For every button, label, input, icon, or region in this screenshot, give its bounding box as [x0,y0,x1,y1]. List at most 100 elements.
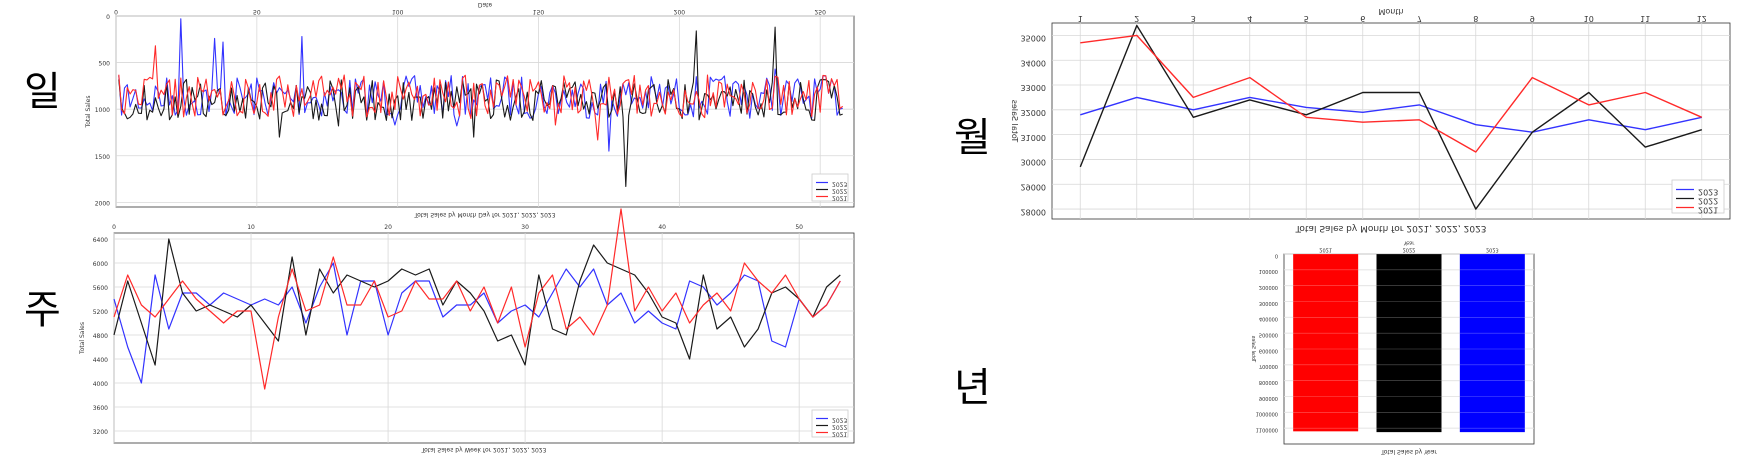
monthly-x-tick-label: 3 [1191,14,1196,23]
monthly-plot-group: 28000 29000 30000 31000 32000 33000 34000 35000… [1010,7,1731,233]
weekly-series-2022-line [113,238,841,366]
daily-y-tick-label: 1500 [95,154,110,161]
monthly-y-tick-label: 32000 [1021,108,1046,117]
weekly-row-label: 주 [24,287,61,333]
monthly-series-2023-line [1080,96,1702,133]
monthly-x-tick-label: 9 [1530,14,1535,23]
daily-legend-label-2022: 2022 [832,188,847,195]
yearly-y-tick-label: 0 [1275,252,1278,258]
yearly-plot-group: 0 100000 200000 300000 400000 500000 600000 700… [1250,239,1535,455]
weekly-legend-label-2021: 2021 [832,430,847,437]
monthly-y-tick-label: 33000 [1021,83,1046,92]
yearly-chart-title: Total Sales by Year [1380,448,1437,455]
yearly-y-tick-label: 1000000 [1256,411,1278,417]
monthly-y-tick-label: 34000 [1021,58,1046,67]
monthly-y-tick-label: 31000 [1021,133,1046,142]
yearly-bar-2021 [1293,254,1359,432]
weekly-legend-label-2023: 2023 [832,416,847,423]
monthly-y-tick-label: 35000 [1021,34,1046,43]
yearly-bar-2023 [1459,254,1525,433]
monthly-x-tick-label: 1 [1078,14,1083,23]
weekly-x-tick-label: 20 [384,224,392,231]
yearly-y-tick-label: 900000 [1259,395,1278,401]
weekly-y-tick-label: 6000 [93,261,108,268]
weekly-x-tick-label: 10 [247,224,255,231]
yearly-y-tick-label: 1100000 [1256,426,1278,432]
weekly-y-tick-label: 5200 [93,309,108,316]
yearly-y-tick-label: 400000 [1259,316,1278,322]
yearly-y-tick-label: 300000 [1259,300,1278,306]
monthly-series-2022-line [1079,24,1703,210]
daily-y-tick-label: 2000 [95,200,110,207]
weekly-y-tick-label: 4400 [93,357,108,364]
daily-x-tick-label: 50 [253,8,261,15]
monthly-y-axis-label: Total Sales [1010,100,1019,144]
weekly-plot-group: 3200 3600 4000 4400 4800 5200 5600 6000 6400 0 10 2… [79,208,855,453]
monthly-x-tick-label: 5 [1304,14,1309,23]
weekly-x-tick-label: 30 [521,224,529,231]
monthly-legend-label-2023: 2023 [1698,187,1718,196]
daily-series-2021-line [118,45,844,141]
daily-legend-label-2023: 2023 [832,181,847,188]
weekly-y-tick-label: 6400 [93,237,108,244]
monthly-x-tick-label: 8 [1473,14,1478,23]
weekly-y-tick-label: 3200 [93,429,108,436]
daily-series-2023-line [118,18,843,152]
daily-y-tick-label: 500 [99,61,111,68]
monthly-y-tick-label: 29000 [1021,182,1046,191]
monthly-x-tick-label: 6 [1360,14,1365,23]
daily-plot-group: 0 500 1000 1500 2000 0 50 100 150 200 250 Date Total… [85,1,855,218]
monthly-x-tick-label: 12 [1697,14,1707,23]
monthly-y-tick-label: 28000 [1021,207,1046,216]
daily-y-tick-label: 1000 [95,107,110,114]
daily-x-tick-label: 100 [392,8,404,15]
yearly-row-label: 년 [954,365,991,411]
daily-x-tick-label: 0 [114,8,118,15]
yearly-y-tick-label: 500000 [1259,331,1278,337]
weekly-legend-label-2022: 2022 [832,423,847,430]
yearly-x-tick-label: 2023 [1486,246,1499,252]
weekly-y-axis-label: Total Sales [79,322,86,355]
yearly-y-tick-label: 200000 [1259,284,1278,290]
monthly-x-tick-label: 7 [1417,14,1422,23]
weekly-x-tick-label: 50 [795,224,803,231]
yearly-bar-2022 [1376,254,1442,433]
weekly-plot-frame [113,232,855,444]
weekly-y-tick-label: 5600 [93,285,108,292]
yearly-x-tick-label: 2022 [1403,246,1416,252]
daily-chart-title: Total Sales by Month Day for 2021, 2022,… [413,211,555,218]
yearly-y-tick-label: 700000 [1259,363,1278,369]
weekly-x-tick-label: 40 [658,224,666,231]
monthly-x-tick-label: 11 [1640,14,1650,23]
yearly-y-tick-label: 600000 [1259,347,1278,353]
daily-x-tick-label: 250 [814,8,826,15]
daily-x-tick-label: 150 [533,8,545,15]
monthly-x-tick-label: 2 [1134,14,1139,23]
monthly-x-tick-label: 4 [1247,14,1252,23]
monthly-x-tick-label: 10 [1584,14,1594,23]
yearly-x-axis-label: Year [1403,239,1416,245]
weekly-x-tick-label: 0 [112,224,116,231]
monthly-y-tick-label: 30000 [1021,158,1046,167]
monthly-x-axis-label: Month [1378,7,1403,16]
daily-legend-label-2021: 2021 [832,195,847,202]
monthly-legend-label-2022: 2022 [1698,196,1718,205]
monthly-row-label: 월 [954,115,991,161]
yearly-y-tick-label: 100000 [1259,268,1278,274]
monthly-series-2021-line [1080,34,1703,153]
weekly-y-tick-label: 4000 [93,381,108,388]
monthly-legend-label-2021: 2021 [1698,205,1718,214]
daily-y-tick-label: 0 [106,14,110,21]
daily-y-axis-label: Total Sales [85,96,92,129]
yearly-y-axis-label: Total Sales [1250,335,1256,363]
weekly-chart-title: Total Sales by Week for 2021, 2022, 2023 [420,446,546,453]
yearly-y-tick-label: 800000 [1259,379,1278,385]
daily-x-axis-label: Date [478,1,493,8]
daily-x-tick-label: 200 [674,8,686,15]
weekly-y-tick-label: 3600 [93,405,108,412]
weekly-y-tick-label: 4800 [93,333,108,340]
